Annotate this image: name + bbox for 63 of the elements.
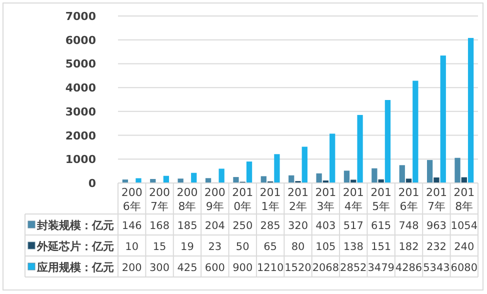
data-label: 240 [454, 241, 474, 253]
x-tick-label: 2007年 [149, 186, 170, 213]
data-label: 182 [398, 241, 419, 253]
data-label: 2852 [340, 262, 367, 274]
data-label: 50 [236, 241, 250, 253]
data-label: 900 [232, 262, 253, 274]
y-tick-label: 5000 [65, 58, 96, 71]
data-label: 615 [371, 220, 392, 232]
x-tick-label: 2009年 [204, 186, 226, 213]
data-label: 200 [122, 262, 142, 274]
data-label: 138 [343, 241, 364, 253]
data-label: 204 [204, 220, 226, 232]
data-label: 425 [177, 262, 198, 274]
y-tick-label: 3000 [65, 105, 96, 118]
data-label: 23 [208, 241, 222, 253]
data-label: 10 [125, 241, 139, 253]
y-tick-label: 0 [88, 177, 96, 190]
data-label: 65 [264, 241, 277, 253]
data-label: 185 [177, 220, 198, 232]
data-label: 1520 [284, 262, 312, 274]
y-tick-label: 1000 [65, 153, 96, 166]
data-label: 963 [426, 220, 446, 232]
x-tick-label: 2013年 [315, 186, 336, 213]
data-label: 146 [122, 220, 142, 232]
data-label: 15 [152, 241, 166, 253]
data-label: 600 [204, 262, 225, 274]
data-label: 105 [316, 241, 336, 253]
data-label: 285 [260, 220, 280, 232]
x-tick-label: 2016年 [398, 186, 420, 213]
data-label: 2068 [312, 262, 340, 274]
legend-label: 封装规模：亿元 [36, 219, 114, 232]
data-label: 1210 [256, 262, 284, 274]
y-tick-label: 2000 [65, 129, 96, 142]
x-tick-label: 2008年 [176, 186, 198, 213]
x-tick-label: 2017年 [426, 186, 447, 213]
data-label: 232 [426, 241, 446, 253]
legend-label: 外延芯片：亿元 [36, 240, 114, 253]
data-label: 3479 [368, 262, 394, 274]
x-tick-label: 2012年 [288, 186, 308, 213]
data-label: 517 [343, 220, 364, 232]
x-tick-label: 2011年 [260, 186, 281, 213]
data-label: 4286 [395, 262, 422, 274]
data-label: 19 [180, 241, 194, 253]
data-label: 80 [291, 241, 305, 253]
data-label: 300 [150, 262, 170, 274]
y-tick-label: 6000 [65, 34, 96, 47]
data-label: 748 [398, 220, 419, 232]
data-label: 250 [232, 220, 253, 232]
data-label: 6080 [450, 262, 478, 274]
x-tick-label: 2006年 [121, 186, 142, 213]
data-label: 151 [371, 241, 392, 253]
data-label: 403 [316, 220, 336, 232]
data-label: 320 [288, 220, 308, 232]
data-label: 5343 [423, 262, 450, 274]
y-tick-label: 4000 [65, 82, 96, 95]
legend-label: 应用规模：亿元 [36, 261, 114, 274]
data-label: 1054 [450, 220, 478, 232]
data-label: 168 [150, 220, 170, 232]
x-tick-label: 2018年 [454, 186, 475, 213]
y-tick-label: 7000 [65, 10, 96, 23]
x-tick-label: 2010年 [232, 186, 254, 213]
x-tick-label: 2015年 [370, 186, 392, 213]
x-tick-label: 2014年 [342, 186, 364, 213]
